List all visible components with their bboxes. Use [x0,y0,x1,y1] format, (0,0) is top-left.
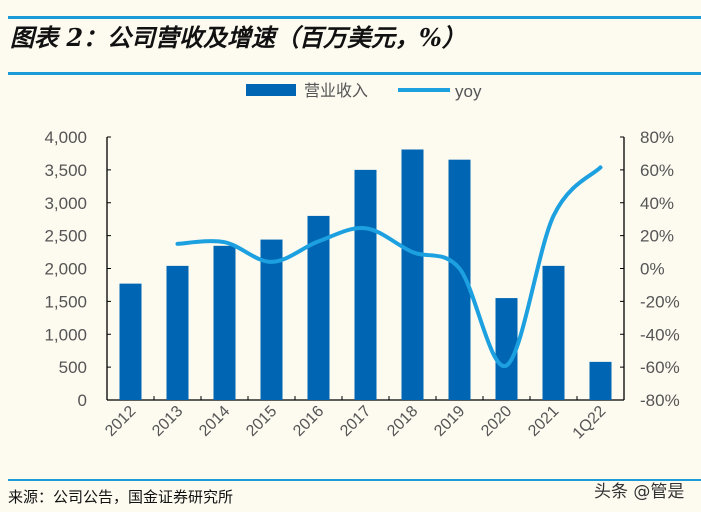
right-tick-label: 20% [640,227,674,246]
left-tick-label: 2,500 [44,227,87,246]
bar-2016 [307,215,330,400]
legend-label-bar: 营业收入 [304,82,368,100]
yoy-line [175,165,603,368]
left-tick-label: 0 [78,391,87,410]
x-tick-label: 2018 [384,403,421,440]
bar-2020 [495,298,518,400]
x-tick-label: 2017 [337,403,374,440]
right-tick-label: 60% [640,161,674,180]
x-tick-label: 2019 [431,403,468,440]
bar-2014 [213,245,236,400]
x-tick-label: 2015 [243,403,280,440]
footer-rule [8,479,701,481]
title-rule-bottom [8,72,701,75]
bar-1Q22 [589,361,612,400]
left-tick-label: 1,500 [44,292,87,311]
watermark: 头条 @管是 [594,482,685,502]
left-tick-label: 3,500 [44,161,87,180]
x-tick-label: 2014 [196,403,233,440]
bar-2017 [354,169,377,400]
legend-swatch-bar [246,84,296,96]
left-tick-label: 4,000 [44,128,87,147]
bar-2015 [260,239,283,400]
chart-title: 图表 2：公司营收及增速（百万美元，%） [10,23,466,52]
x-tick-label: 2016 [290,403,327,440]
source-note: 来源：公司公告，国金证券研究所 [8,488,234,506]
left-tick-label: 2,000 [44,260,87,279]
bar-2012 [119,283,142,400]
right-tick-label: 80% [640,128,674,147]
bar-2018 [401,149,424,400]
x-tick-label: 2020 [478,403,515,440]
right-tick-label: -20% [640,292,680,311]
bar-2019 [448,159,471,400]
right-tick-label: -80% [640,391,680,410]
bar-2013 [166,265,189,400]
legend-label-line: yoy [455,82,482,101]
bar-2021 [542,265,565,400]
x-tick-label: 2021 [525,403,562,440]
left-tick-label: 1,000 [44,325,87,344]
left-tick-label: 3,000 [44,194,87,213]
x-tick-label: 2013 [149,403,186,440]
x-tick-label: 2012 [102,403,139,440]
x-tick-label: 1Q22 [570,403,610,443]
title-rule-top [8,16,701,19]
left-tick-label: 500 [59,358,87,377]
right-tick-label: 40% [640,194,674,213]
right-tick-label: -40% [640,325,680,344]
right-tick-label: 0% [640,260,665,279]
chart-svg: 0 500 1,000 1,500 2,000 2,500 3,000 3,500 4,000 -… [44,82,680,443]
right-tick-label: -60% [640,358,680,377]
